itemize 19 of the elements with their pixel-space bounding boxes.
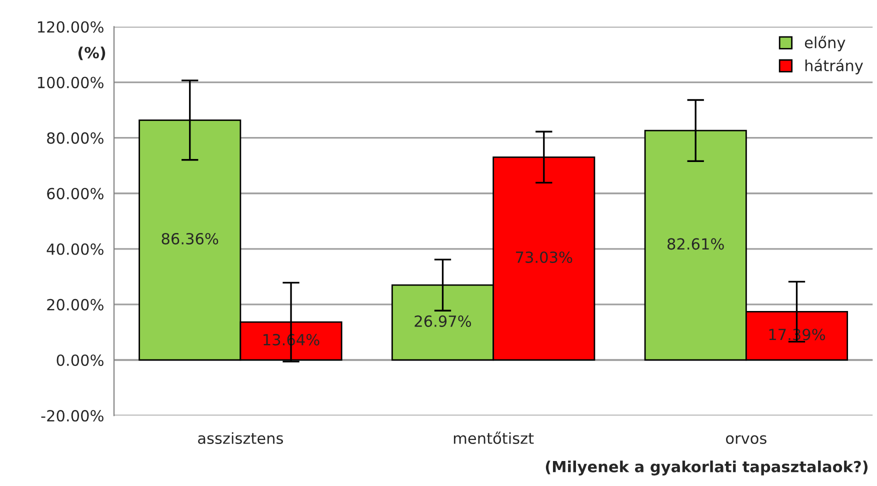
x-tick-label: mentőtiszt [454, 432, 534, 444]
y-tick-label: -20.00% [41, 410, 104, 422]
y-tick-label: 40.00% [46, 243, 104, 255]
y-tick-label: 120.00% [38, 21, 104, 33]
data-label: 82.61% [668, 238, 724, 250]
legend-label: hátrány [805, 58, 863, 74]
x-axis-title: (Milyenek a gyakorlati tapasztalaok?) [546, 460, 868, 476]
y-tick-label: 80.00% [47, 132, 104, 144]
data-label: 86.36% [162, 232, 218, 245]
legend-label: előny [804, 36, 846, 52]
y-tick-label: 60.00% [47, 188, 104, 200]
y-tick-label: 20.00% [47, 298, 104, 310]
y-axis-title: (%) [78, 46, 106, 60]
y-tick-label: 0.00% [56, 354, 104, 366]
data-label: 73.03% [516, 251, 572, 264]
x-tick-label: orvos [726, 435, 766, 444]
y-tick-label: 100.00% [38, 76, 104, 88]
data-label: 26.97% [414, 315, 472, 327]
x-tick-label: asszisztens [198, 432, 283, 444]
